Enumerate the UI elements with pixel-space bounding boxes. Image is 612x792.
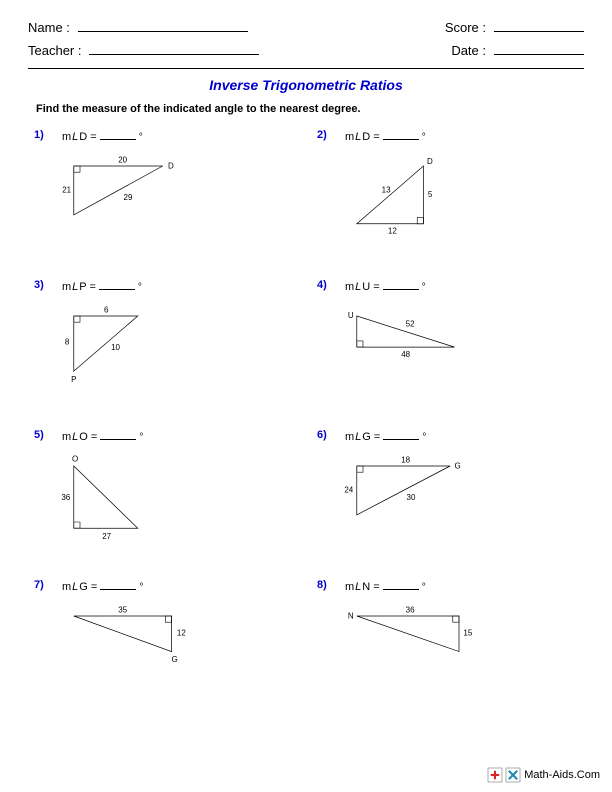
problem-number: 3) (34, 279, 44, 291)
svg-text:6: 6 (104, 305, 109, 314)
svg-text:30: 30 (407, 493, 416, 502)
svg-text:N: N (348, 612, 354, 621)
name-line[interactable] (78, 18, 248, 32)
prompt: mL G = ° (62, 579, 143, 593)
name-label: Name : (28, 20, 70, 35)
page-title: Inverse Trigonometric Ratios (28, 77, 584, 93)
svg-text:36: 36 (406, 605, 415, 614)
svg-text:20: 20 (118, 155, 127, 164)
name-field: Name : (28, 18, 248, 35)
triangle-diagram: N 36 15 (339, 601, 499, 714)
divider (28, 68, 584, 69)
svg-text:18: 18 (401, 455, 410, 464)
problem-number: 6) (317, 429, 327, 441)
svg-text:13: 13 (382, 186, 391, 195)
answer-blank[interactable] (383, 579, 419, 590)
answer-blank[interactable] (99, 279, 135, 290)
svg-text:P: P (71, 375, 76, 384)
svg-text:36: 36 (61, 493, 70, 502)
problem-5: 5) mL O = ° O 36 27 (28, 429, 301, 569)
header-row-1: Name : Score : (28, 18, 584, 35)
problem-number: 7) (34, 579, 44, 591)
problem-number: 4) (317, 279, 327, 291)
answer-blank[interactable] (383, 279, 419, 290)
problem-6: 6) mL G = ° 18 G 24 30 (311, 429, 584, 569)
teacher-line[interactable] (89, 41, 259, 55)
answer-blank[interactable] (100, 429, 136, 440)
prompt: mL U = ° (345, 279, 426, 293)
svg-text:G: G (455, 462, 461, 471)
svg-text:35: 35 (118, 605, 127, 614)
svg-text:15: 15 (463, 629, 472, 638)
problem-8: 8) mL N = ° N 36 15 (311, 579, 584, 719)
svg-text:D: D (427, 157, 433, 166)
footer: Math-Aids.Com (488, 768, 600, 782)
svg-text:48: 48 (401, 350, 410, 359)
teacher-field: Teacher : (28, 41, 259, 58)
triangle-diagram: 18 G 24 30 (339, 451, 499, 564)
svg-text:5: 5 (428, 190, 433, 199)
svg-text:52: 52 (406, 320, 415, 329)
times-icon (506, 768, 520, 782)
header-row-2: Teacher : Date : (28, 41, 584, 58)
problem-grid: 1) mL D = ° 20 D 21 29 2) mL D = ° D 13 5 12 3) mL P … (28, 129, 584, 719)
svg-text:U: U (348, 311, 354, 320)
answer-blank[interactable] (383, 129, 419, 140)
triangle-diagram: D 13 5 12 (339, 151, 499, 264)
triangle-diagram: U 52 48 (339, 301, 499, 414)
answer-blank[interactable] (100, 579, 136, 590)
date-line[interactable] (494, 41, 584, 55)
prompt: mL O = ° (62, 429, 143, 443)
plus-icon (488, 768, 502, 782)
svg-text:O: O (72, 455, 78, 464)
problem-4: 4) mL U = ° U 52 48 (311, 279, 584, 419)
score-line[interactable] (494, 18, 584, 32)
svg-text:12: 12 (388, 227, 397, 236)
triangle-diagram: 35 12 G (56, 601, 216, 714)
prompt: mL D = ° (345, 129, 426, 143)
prompt: mL G = ° (345, 429, 426, 443)
problem-number: 5) (34, 429, 44, 441)
problem-3: 3) mL P = ° 6 8 10 P (28, 279, 301, 419)
teacher-label: Teacher : (28, 43, 81, 58)
problem-number: 2) (317, 129, 327, 141)
score-label: Score : (445, 20, 486, 35)
problem-7: 7) mL G = ° 35 12 G (28, 579, 301, 719)
answer-blank[interactable] (383, 429, 419, 440)
triangle-diagram: 6 8 10 P (56, 301, 216, 414)
problem-number: 8) (317, 579, 327, 591)
problem-2: 2) mL D = ° D 13 5 12 (311, 129, 584, 269)
svg-text:21: 21 (62, 186, 71, 195)
svg-text:G: G (172, 655, 178, 664)
triangle-diagram: O 36 27 (56, 451, 216, 564)
svg-text:D: D (168, 162, 174, 171)
problem-number: 1) (34, 129, 44, 141)
svg-text:10: 10 (111, 343, 120, 352)
problem-1: 1) mL D = ° 20 D 21 29 (28, 129, 301, 269)
footer-text: Math-Aids.Com (524, 769, 600, 781)
prompt: mL P = ° (62, 279, 142, 293)
prompt: mL N = ° (345, 579, 426, 593)
answer-blank[interactable] (100, 129, 136, 140)
date-label: Date : (451, 43, 486, 58)
svg-text:12: 12 (177, 629, 186, 638)
instruction: Find the measure of the indicated angle … (36, 103, 584, 115)
triangle-diagram: 20 D 21 29 (56, 151, 216, 264)
svg-text:8: 8 (65, 337, 70, 346)
svg-text:27: 27 (102, 532, 111, 541)
svg-text:29: 29 (124, 193, 133, 202)
score-field: Score : (445, 18, 584, 35)
svg-text:24: 24 (344, 486, 353, 495)
prompt: mL D = ° (62, 129, 143, 143)
date-field: Date : (451, 41, 584, 58)
